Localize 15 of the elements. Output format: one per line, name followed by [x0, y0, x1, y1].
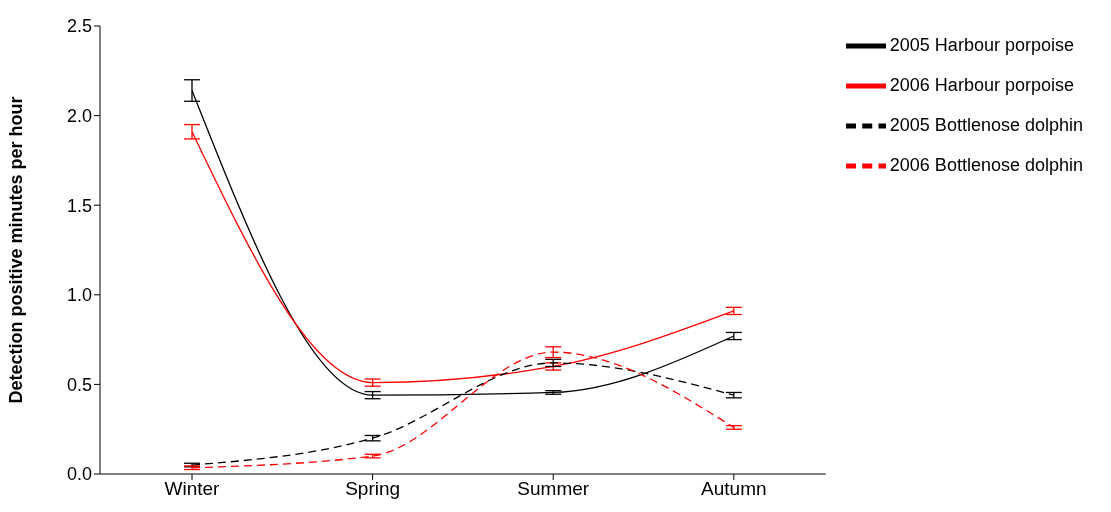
y-tick-label: 1.0 [66, 285, 92, 306]
x-tick-label: Autumn [701, 478, 767, 500]
legend-label: 2006 Bottlenose dolphin [889, 154, 1083, 175]
y-tick-label: 0.0 [66, 464, 92, 485]
y-tick-label: 0.5 [66, 374, 92, 395]
legend-label: 2005 Bottlenose dolphin [889, 114, 1083, 135]
x-tick-label: Summer [517, 478, 590, 500]
y-axis-title: Detection positive minutes per hour [6, 96, 27, 404]
y-tick-label: 1.5 [66, 195, 92, 216]
y-tick-label: 2.5 [66, 16, 92, 37]
y-tick-label: 2.0 [66, 105, 92, 126]
legend-label: 2006 Harbour porpoise [889, 74, 1074, 95]
x-tick-label: Spring [345, 478, 401, 500]
x-tick-label: Winter [164, 478, 221, 500]
legend-label: 2005 Harbour porpoise [889, 34, 1074, 55]
